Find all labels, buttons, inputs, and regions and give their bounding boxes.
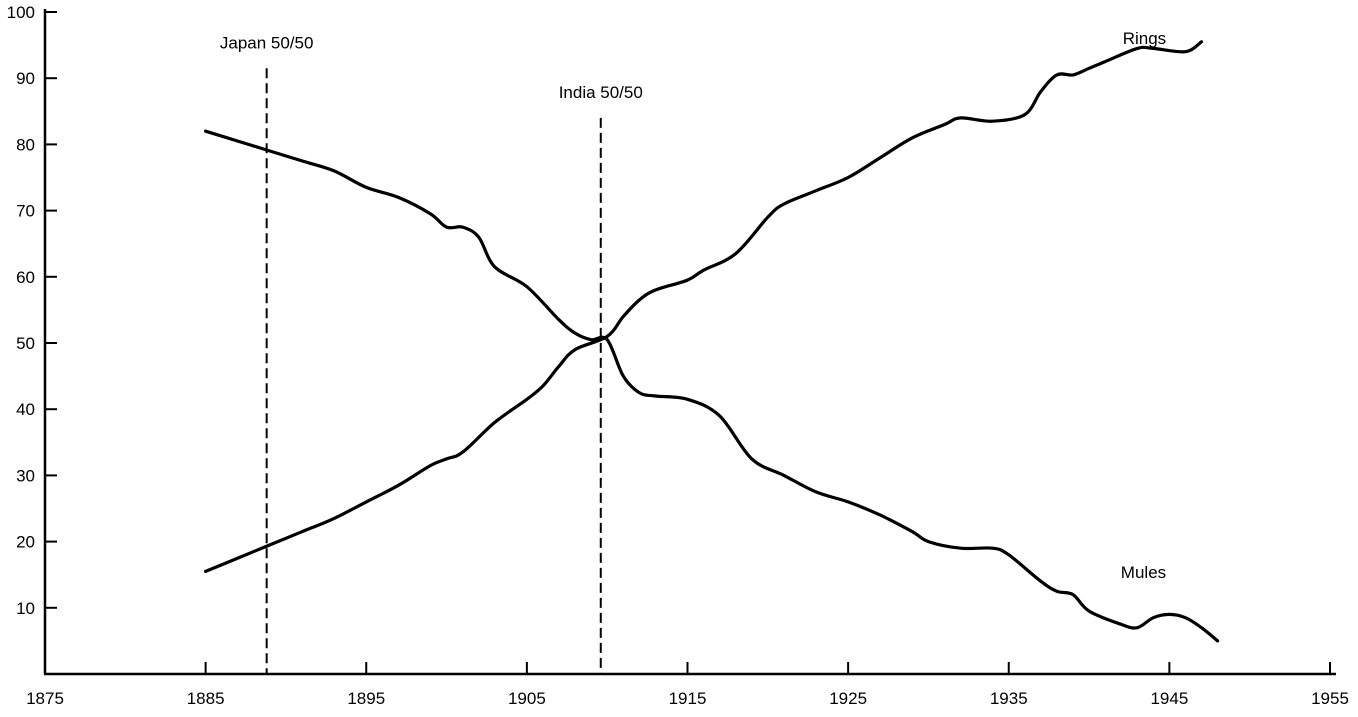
x-tick-label: 1905 [508,689,546,708]
x-tick-label: 1875 [26,689,64,708]
series-label-rings: Rings [1123,29,1166,48]
y-tick-label: 10 [16,599,35,618]
x-tick-label: 1945 [1150,689,1188,708]
series-lines [204,40,1220,643]
x-tick-label: 1955 [1311,689,1349,708]
x-tick-label: 1895 [347,689,385,708]
y-tick-label: 70 [16,202,35,221]
series-line-rings [204,40,1204,573]
y-ticks: 10 20 30 40 50 60 70 80 90 100 [7,3,57,618]
y-tick-label: 80 [16,135,35,154]
x-tick-label: 1915 [669,689,707,708]
marker-label: India 50/50 [559,83,643,102]
x-tick-label: 1925 [829,689,867,708]
y-tick-label: 100 [7,3,35,22]
y-tick-label: 90 [16,69,35,88]
y-tick-label: 20 [16,533,35,552]
y-tick-label: 50 [16,334,35,353]
series-labels: Rings Mules [1121,29,1166,582]
x-tick-label: 1935 [990,689,1028,708]
marker-label: Japan 50/50 [220,33,314,52]
y-tick-label: 40 [16,400,35,419]
y-tick-label: 60 [16,268,35,287]
vertical-markers: Japan 50/50 India 50/50 [220,33,643,674]
x-tick-label: 1885 [187,689,225,708]
series-label-mules: Mules [1121,563,1166,582]
y-tick-label: 30 [16,466,35,485]
series-line-mules [204,129,1220,643]
x-ticks: 1875 1885 1895 1905 1915 1925 1935 1945 1955 [26,662,1349,708]
